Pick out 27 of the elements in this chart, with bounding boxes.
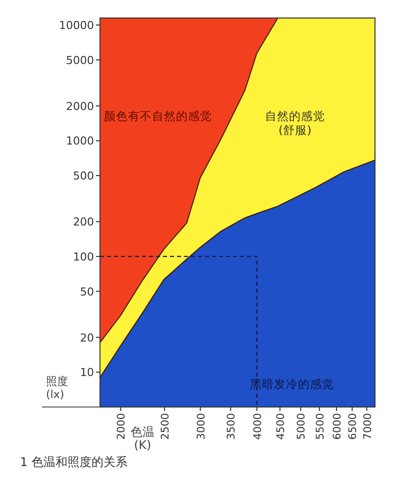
y-tick-label: 5000: [66, 54, 94, 67]
x-tick-label: 4500: [274, 413, 287, 440]
series-label: 黑暗发冷的感觉: [250, 377, 334, 391]
series-label: 自然的感觉 (舒服): [265, 109, 325, 137]
y-tick-label: 50: [80, 285, 94, 298]
y-axis-title: 照度 (lx): [46, 375, 68, 401]
x-axis-title: 色温 (K): [130, 425, 155, 452]
x-tick-label: 3500: [226, 413, 238, 440]
y-tick-label: 100: [73, 250, 94, 264]
text: 1 色温和照度的关系: [20, 455, 128, 469]
x-tick-label: 6000: [331, 413, 344, 440]
band-label: 颜色有不自然的感觉: [104, 109, 212, 123]
x-tick-label: 5000: [296, 413, 308, 440]
x-tick-label: 2000: [116, 413, 128, 440]
y-tick-label: 200: [73, 216, 94, 229]
y-tick-label: 2000: [66, 100, 94, 113]
y-tick-label: 10000: [59, 19, 94, 32]
x-tick-label: 3000: [195, 413, 208, 440]
y-tick-label: 20: [80, 331, 94, 344]
x-tick-label: 5500: [314, 413, 326, 440]
y-tick-label: 10: [80, 366, 94, 380]
x-tick-label: 7000: [362, 413, 374, 440]
x-tick-label: 4000: [252, 413, 264, 440]
x-tick-label: 6500: [347, 413, 360, 440]
y-tick-label: 500: [73, 170, 94, 183]
x-tick-label: 2500: [160, 413, 172, 440]
y-tick-label: 1000: [66, 134, 94, 148]
